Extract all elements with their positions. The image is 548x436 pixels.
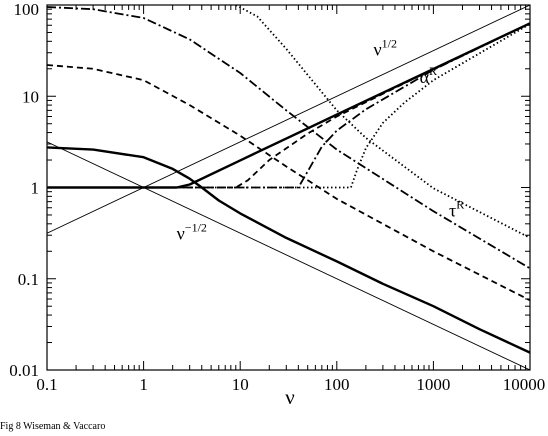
curve-annotation-2: αR (420, 64, 437, 87)
curve-annotation-4: ν−1/2 (177, 220, 207, 243)
series-line-7-dotted (47, 23, 530, 189)
x-tick-label: 1 (139, 375, 148, 394)
series-line-1-thin-solid (47, 5, 530, 234)
figure-caption: Fig 8 Wiseman & Vaccaro (0, 421, 106, 432)
curve-annotation-3: τR (449, 198, 464, 221)
series-line-8-dashed (47, 64, 530, 302)
y-tick-label: 100 (14, 0, 40, 19)
series-line-3-thick-solid (47, 22, 530, 189)
x-tick-label: 1000 (416, 375, 450, 394)
series-line-4-thick-solid (47, 146, 530, 354)
y-tick-label: 0.01 (9, 361, 39, 380)
y-tick-label: 10 (22, 87, 39, 106)
x-axis-label: ν (285, 385, 295, 409)
annotation-layer: ν1/2 αR τR ν−1/2 (177, 36, 465, 243)
series-line-5-dashed (47, 22, 530, 189)
series-line-10-dotted (235, 5, 530, 239)
curve-annotation-1: ν1/2 (374, 36, 397, 59)
series-line-2-thin-solid (47, 141, 530, 370)
x-tick-label: 0.1 (36, 375, 57, 394)
x-tick-label: 10000 (503, 375, 546, 394)
series-line-9-dash-dot (47, 6, 530, 270)
series-line-6-dash-dot (47, 22, 530, 189)
x-tick-label: 10 (232, 375, 249, 394)
y-tick-label: 0.1 (18, 270, 39, 289)
series-layer (47, 5, 530, 370)
y-tick-label: 1 (31, 179, 40, 198)
x-tick-label: 100 (324, 375, 350, 394)
